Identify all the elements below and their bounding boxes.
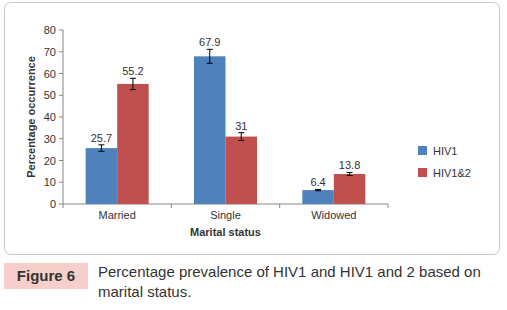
data-labels: 25.7 55.2 67.9 31 6.4 13.8	[91, 36, 361, 188]
x-tick-label: Married	[99, 209, 136, 221]
y-tick-label: 0	[50, 198, 56, 210]
x-tick-label: Widowed	[311, 209, 356, 221]
error-bar	[347, 172, 353, 175]
caption: Percentage prevalence of HIV1 and HIV1 a…	[98, 262, 490, 302]
y-tick	[59, 204, 63, 205]
legend-swatch	[418, 168, 427, 177]
data-label: 55.2	[122, 65, 143, 77]
error-bar	[130, 78, 136, 89]
y-tick	[59, 51, 63, 52]
y-tick	[59, 117, 63, 118]
error-bar	[238, 133, 244, 141]
error-bar	[207, 49, 213, 63]
bar	[117, 84, 148, 204]
data-label: 25.7	[91, 132, 112, 144]
y-tick-label: 10	[44, 176, 56, 188]
y-tick	[59, 182, 63, 183]
y-tick	[59, 160, 63, 161]
x-axis-label: Marital status	[190, 226, 261, 238]
bar	[86, 148, 118, 204]
y-tick-label: 50	[44, 89, 56, 101]
y-tick-label: 30	[44, 133, 56, 145]
y-tick	[59, 95, 63, 96]
bar	[194, 56, 226, 204]
legend-label: HIV1	[433, 145, 457, 157]
bar	[302, 190, 334, 204]
y-tick-label: 40	[44, 111, 56, 123]
x-tick	[388, 204, 389, 208]
y-axis	[63, 30, 64, 204]
y-tick	[59, 138, 63, 139]
data-label: 6.4	[310, 176, 325, 188]
data-label: 67.9	[199, 36, 220, 48]
chart-frame	[5, 3, 500, 255]
y-tick	[59, 30, 63, 31]
y-tick-label: 20	[44, 155, 56, 167]
bars	[86, 49, 366, 204]
bar	[334, 174, 366, 204]
y-tick-label: 70	[44, 46, 56, 58]
y-tick	[59, 73, 63, 74]
error-bar	[98, 145, 104, 152]
data-label: 13.8	[339, 159, 360, 171]
legend: HIV1 HIV1&2	[418, 145, 471, 179]
y-tick-label: 60	[44, 68, 56, 80]
bar	[226, 137, 258, 204]
legend-label: HIV1&2	[433, 167, 471, 179]
y-axis-label: Percentage occurrence	[25, 56, 37, 178]
y-tick-label: 80	[44, 24, 56, 36]
x-tick	[63, 204, 64, 208]
figure-label: Figure 6	[4, 263, 88, 289]
error-bar	[315, 189, 321, 190]
data-label: 31	[235, 120, 247, 132]
x-tick	[171, 204, 172, 208]
x-tick-label: Single	[210, 209, 241, 221]
x-tick	[279, 204, 280, 208]
legend-swatch	[418, 146, 427, 155]
chart: 0 10 20 30 40 50 60 70 80 25.7 55.2 67.9 31 6.4 13.8 Ma…	[0, 0, 507, 258]
